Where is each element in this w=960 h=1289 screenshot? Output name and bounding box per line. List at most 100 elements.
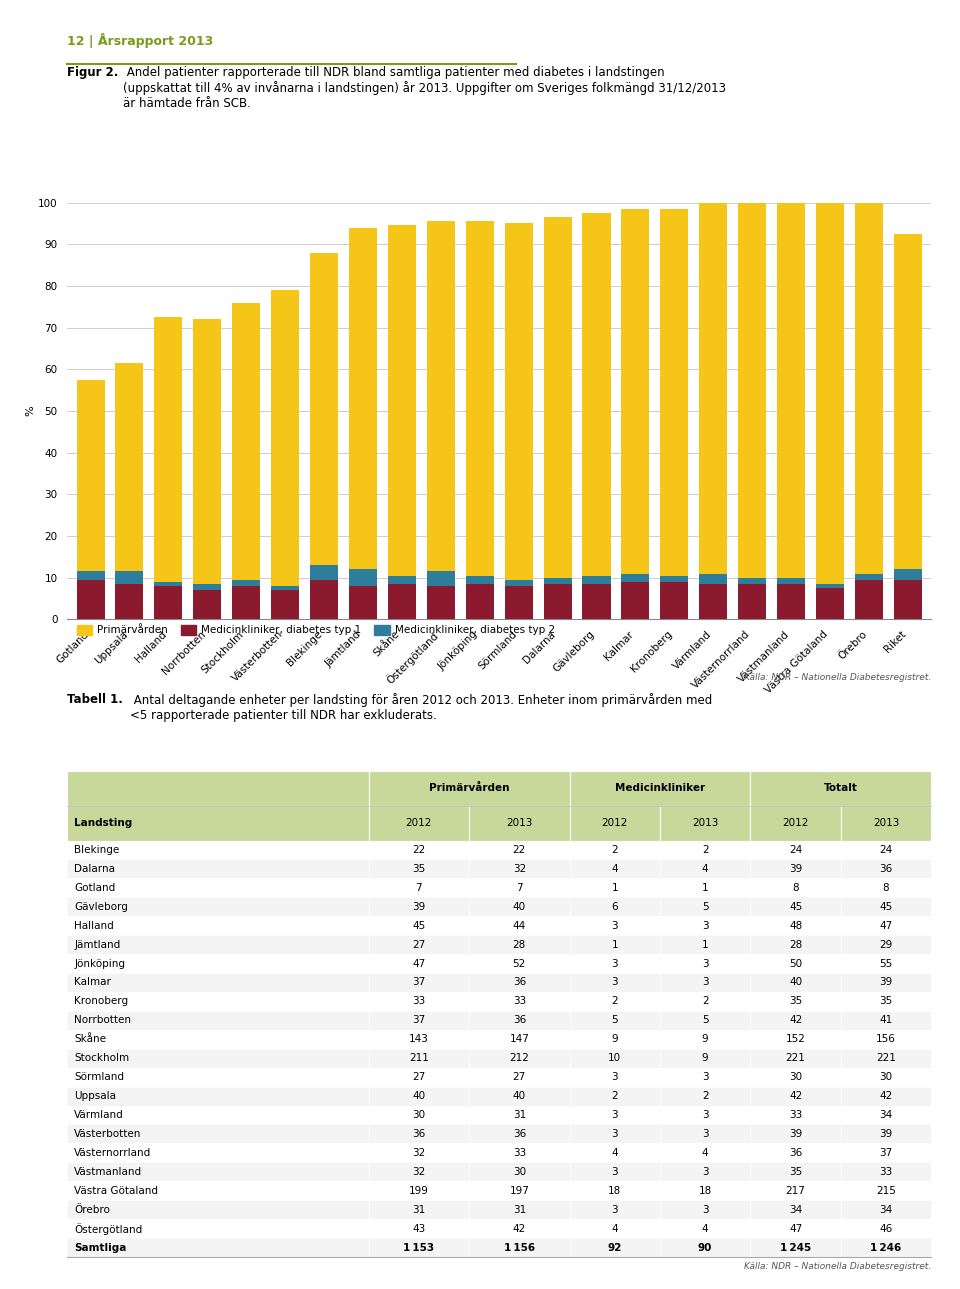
FancyBboxPatch shape [369,1163,469,1181]
FancyBboxPatch shape [67,1237,369,1257]
FancyBboxPatch shape [841,1200,931,1219]
Text: 211: 211 [409,1053,429,1063]
Text: Tabell 1.: Tabell 1. [67,693,123,706]
Text: 40: 40 [513,1090,526,1101]
FancyBboxPatch shape [469,1087,569,1106]
Text: 35: 35 [789,996,803,1007]
FancyBboxPatch shape [569,1124,660,1143]
Text: 2: 2 [702,996,708,1007]
Text: 5: 5 [702,1016,708,1025]
Text: Dalarna: Dalarna [74,864,115,874]
Text: 197: 197 [510,1186,529,1196]
Text: 33: 33 [879,1167,893,1177]
Text: Värmland: Värmland [74,1110,124,1120]
FancyBboxPatch shape [841,1219,931,1237]
Text: 8: 8 [882,883,889,893]
Text: 39: 39 [879,1129,893,1139]
Text: 3: 3 [612,1072,618,1083]
FancyBboxPatch shape [369,1124,469,1143]
Bar [543,584,571,620]
Bar [388,226,416,576]
Text: 221: 221 [785,1053,805,1063]
FancyBboxPatch shape [369,1087,469,1106]
Text: 37: 37 [412,1016,425,1025]
Text: 33: 33 [789,1110,803,1120]
Text: 18: 18 [699,1186,711,1196]
Bar [349,228,377,570]
Text: 36: 36 [789,1148,803,1158]
FancyBboxPatch shape [369,1049,469,1067]
FancyBboxPatch shape [751,973,841,993]
Bar [855,188,883,574]
Text: 1 153: 1 153 [403,1243,434,1253]
Bar [738,577,766,584]
Text: Landsting: Landsting [74,819,132,828]
Bar [349,586,377,620]
Text: 32: 32 [513,864,526,874]
Bar [583,213,611,576]
Text: 42: 42 [879,1090,893,1101]
FancyBboxPatch shape [569,806,660,840]
Text: 3: 3 [702,1129,708,1139]
FancyBboxPatch shape [660,916,751,936]
FancyBboxPatch shape [369,916,469,936]
FancyBboxPatch shape [751,936,841,954]
FancyBboxPatch shape [469,936,569,954]
Bar [232,580,260,586]
FancyBboxPatch shape [751,1219,841,1237]
Bar [310,253,338,565]
Text: 215: 215 [876,1186,896,1196]
Text: 34: 34 [789,1205,803,1214]
FancyBboxPatch shape [841,993,931,1011]
Text: 22: 22 [412,846,425,855]
Text: Källa: NDR – Nationella Diabetesregistret.: Källa: NDR – Nationella Diabetesregistre… [744,1262,931,1271]
Text: 45: 45 [412,920,425,931]
FancyBboxPatch shape [751,954,841,973]
FancyBboxPatch shape [569,878,660,897]
FancyBboxPatch shape [569,1181,660,1200]
Bar [699,200,728,574]
FancyBboxPatch shape [660,1200,751,1219]
FancyBboxPatch shape [660,806,751,840]
FancyBboxPatch shape [67,878,369,897]
Text: 31: 31 [513,1205,526,1214]
FancyBboxPatch shape [751,1067,841,1087]
FancyBboxPatch shape [751,1049,841,1067]
FancyBboxPatch shape [369,1143,469,1163]
FancyBboxPatch shape [569,993,660,1011]
FancyBboxPatch shape [369,1067,469,1087]
Bar [271,586,300,590]
Text: 33: 33 [412,996,425,1007]
Bar [232,586,260,620]
FancyBboxPatch shape [660,840,751,860]
FancyBboxPatch shape [469,954,569,973]
Bar [271,590,300,620]
FancyBboxPatch shape [841,1067,931,1087]
Bar [115,571,143,584]
FancyBboxPatch shape [369,806,469,840]
Legend: Primärvården, Medicinkliniker, diabetes typ 1, Medicinkliniker, diabetes typ 2: Primärvården, Medicinkliniker, diabetes … [72,621,560,639]
Bar [115,584,143,620]
Bar [466,222,493,576]
Text: 2012: 2012 [602,819,628,828]
Bar [777,577,805,584]
FancyBboxPatch shape [841,1106,931,1124]
Bar [894,233,922,570]
FancyBboxPatch shape [751,1030,841,1049]
Text: 55: 55 [879,959,893,968]
FancyBboxPatch shape [469,1237,569,1257]
FancyBboxPatch shape [660,993,751,1011]
Bar [155,581,182,586]
Bar [505,580,533,586]
FancyBboxPatch shape [469,1200,569,1219]
FancyBboxPatch shape [469,973,569,993]
Bar [310,580,338,620]
Text: Kalmar: Kalmar [74,977,111,987]
FancyBboxPatch shape [369,1200,469,1219]
Text: Figur 2.: Figur 2. [67,66,119,80]
FancyBboxPatch shape [469,897,569,916]
FancyBboxPatch shape [369,840,469,860]
Bar [660,581,688,620]
Text: 37: 37 [879,1148,893,1158]
Bar [855,580,883,620]
